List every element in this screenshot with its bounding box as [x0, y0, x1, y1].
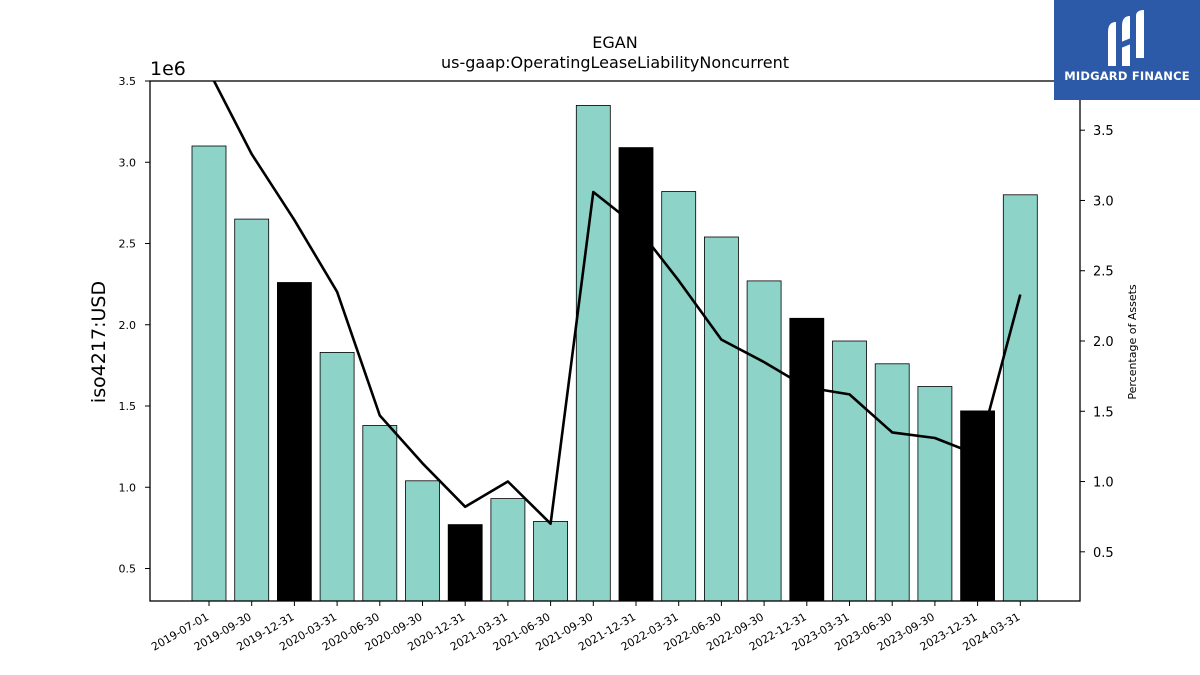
bar-2020-09-30	[405, 480, 440, 602]
y2-tick-label: 3.0	[1093, 194, 1114, 209]
bar-2021-03-31	[490, 498, 526, 602]
logo-mark-icon	[1108, 10, 1144, 66]
chart-subtitle: us-gaap:OperatingLeaseLiabilityNoncurren…	[441, 53, 789, 72]
bar-2023-06-30	[874, 363, 910, 602]
y-tick-label: 2.0	[119, 319, 137, 332]
y-tick-label: 0.5	[119, 563, 137, 576]
y2-tick-label: 1.5	[1093, 405, 1114, 420]
bar-2021-09-30	[575, 105, 611, 602]
bar-2020-12-31	[447, 524, 483, 602]
y-tick-label: 3.0	[119, 156, 137, 169]
bar-2022-03-31	[661, 191, 697, 602]
bar-2021-12-31	[618, 147, 654, 602]
bar-2022-12-31	[789, 317, 825, 602]
bar-2020-06-30	[362, 425, 398, 602]
y-tick-label: 3.5	[119, 75, 137, 88]
bar-2019-12-31	[276, 282, 312, 602]
midgard-finance-logo: MIDGARD FINANCE	[1054, 0, 1200, 100]
line-percentage-of-assets	[212, 81, 1022, 526]
plot-area: 0.5 1.0 1.5 2.0 2.5 3.0 3.5 0.5 1.0 1.5 2.0 2.5 3.0 3…	[119, 75, 1114, 654]
y2-axis-label: Percentage of Assets	[1126, 284, 1139, 400]
bar-2023-03-31	[832, 340, 867, 602]
y-axis-label: iso4217:USD	[88, 281, 110, 403]
bar-2023-09-30	[917, 386, 953, 602]
y-tick-label: 1.0	[119, 481, 137, 494]
chart-title: EGAN	[592, 33, 637, 52]
bar-2023-12-31	[960, 410, 995, 602]
y2-tick-label: 0.5	[1093, 546, 1114, 561]
y-tick-label: 1.5	[119, 400, 137, 413]
bar-2020-03-31	[319, 351, 355, 602]
bar-2019-07-01	[191, 145, 227, 602]
y2-tick-label: 2.5	[1093, 265, 1114, 280]
y2-tick-label: 2.0	[1093, 335, 1114, 350]
bar-2019-09-30	[234, 218, 270, 602]
logo-text: MIDGARD FINANCE	[1064, 69, 1190, 83]
y2-tick-label: 3.5	[1093, 124, 1114, 139]
bar-2022-09-30	[746, 280, 782, 602]
y-tick-label: 2.5	[119, 238, 137, 251]
y-multiplier-label: 1e6	[150, 58, 186, 80]
bar-2021-06-30	[533, 521, 568, 602]
bar-2024-03-31	[1002, 194, 1038, 602]
y2-tick-label: 1.0	[1093, 476, 1114, 491]
bar-2022-06-30	[704, 236, 739, 602]
